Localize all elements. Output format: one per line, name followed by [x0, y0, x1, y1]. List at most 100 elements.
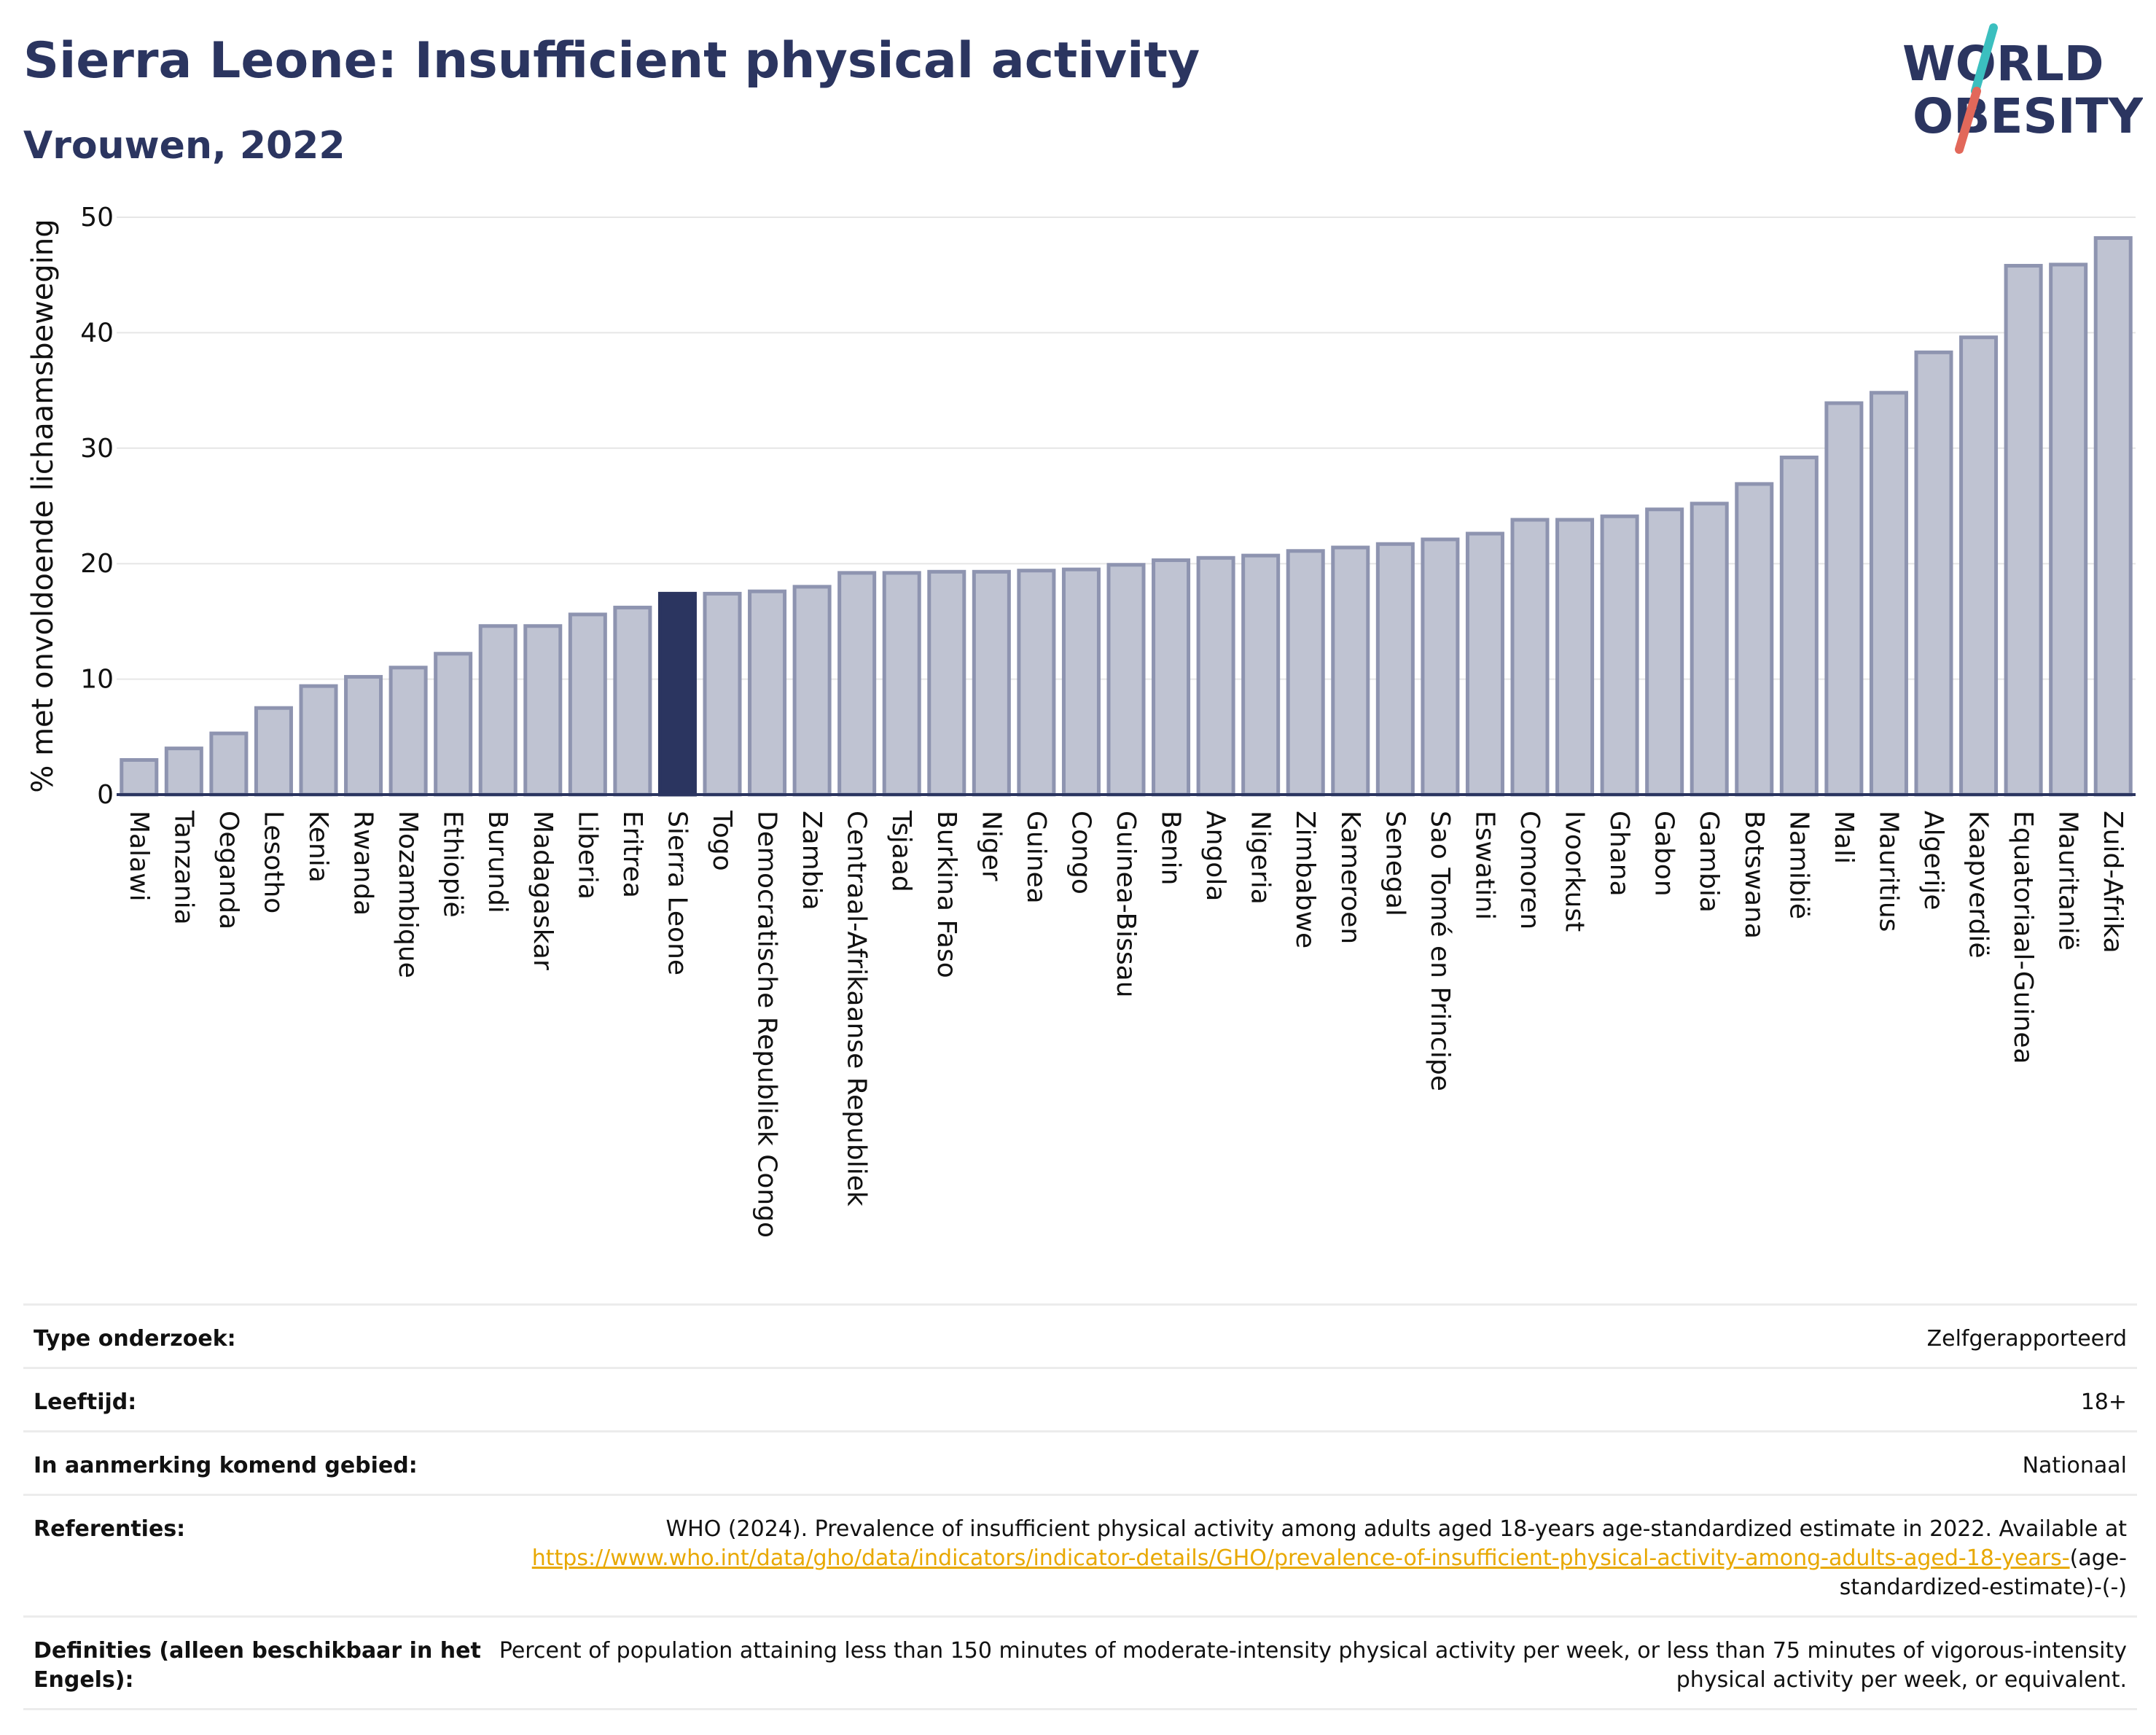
y-tick-label: 10: [80, 665, 114, 695]
bar-comoren: [1510, 518, 1550, 797]
x-tick-label: Liberia: [572, 811, 602, 900]
x-tick-label: Mali: [1829, 811, 1859, 864]
x-tick-label: Burkina Faso: [931, 811, 961, 978]
page-title: Sierra Leone: Insufficient physical acti…: [23, 32, 1200, 90]
info-row-age: Leeftijd: 18+: [23, 1367, 2137, 1430]
bar-zambia: [792, 585, 832, 797]
x-tick-labels: Malawi Tanzania Oeganda Lesotho Kenia Rwanda M…: [124, 810, 2128, 1238]
x-tick-label: Niger: [976, 811, 1006, 881]
bar-democratische-republiek-congo: [748, 589, 787, 797]
y-tick-label: 40: [80, 318, 114, 348]
bar-mozambique: [388, 666, 428, 797]
x-tick-label: Congo: [1066, 811, 1095, 894]
x-tick-label: Togo: [707, 810, 737, 871]
page-subtitle: Vrouwen, 2022: [23, 124, 345, 168]
x-tick-label: Kenia: [303, 811, 333, 883]
x-tick-label: Mauritanië: [2053, 811, 2083, 951]
bar-madagaskar: [523, 624, 563, 797]
x-tick-label: Nigeria: [1246, 811, 1276, 905]
bar-guinea: [1017, 569, 1056, 797]
logo-line-1: WORLD: [1902, 36, 2104, 92]
y-tick-labels: 0 10 20 30 40 50: [80, 203, 114, 810]
bar-nigeria: [1241, 553, 1281, 797]
logo-slash-red: [1955, 87, 1981, 154]
info-value: Percent of population attaining less tha…: [499, 1638, 2127, 1693]
bar-congo: [1061, 567, 1101, 797]
y-tick-label: 0: [97, 780, 114, 810]
info-row-references: Referenties: WHO (2024). Prevalence of i…: [23, 1494, 2137, 1615]
bar-liberia: [568, 612, 607, 797]
x-tick-label: Equatoriaal-Guinea: [2008, 811, 2038, 1064]
info-value: Zelfgerapporteerd: [1926, 1326, 2127, 1352]
info-label: Referenties:: [34, 1516, 186, 1542]
x-tick-label: Eritrea: [617, 811, 647, 898]
x-tick-label: Angola: [1200, 811, 1230, 901]
bar-equatoriaal-guinea: [2004, 264, 2043, 797]
x-tick-label: Mozambique: [393, 811, 423, 978]
info-row-survey-type: Type onderzoek: Zelfgerapporteerd: [23, 1303, 2137, 1367]
bar-gambia: [1690, 502, 1729, 797]
bar-zimbabwe: [1286, 549, 1325, 797]
y-tick-label: 30: [80, 434, 114, 464]
x-tick-label: Oeganda: [214, 811, 243, 929]
bar-guinea-bissau: [1106, 563, 1146, 797]
bar-lesotho: [254, 706, 293, 797]
bar-gabon: [1645, 507, 1684, 797]
bar-senegal: [1375, 542, 1415, 797]
x-tick-label: Benin: [1156, 811, 1186, 885]
bar-mali: [1824, 401, 1864, 797]
bar-burkina-faso: [927, 569, 966, 797]
info-label: In aanmerking komend gebied:: [34, 1453, 418, 1478]
bar-rwanda: [344, 674, 383, 797]
info-row-area: In aanmerking komend gebied: Nationaal: [23, 1430, 2137, 1494]
world-obesity-logo: WORLD OBESITY: [1902, 23, 2143, 154]
info-value: Nationaal: [2022, 1453, 2127, 1478]
bar-togo: [703, 591, 742, 797]
x-tick-label: Centraal-Afrikaanse Republiek: [842, 811, 872, 1206]
x-tick-label: Gambia: [1694, 811, 1724, 913]
x-tick-label: Botswana: [1739, 811, 1769, 939]
bar-eritrea: [613, 605, 652, 797]
bar-eswatini: [1465, 531, 1504, 797]
bar-tsjaad: [882, 571, 921, 797]
bar-ivoorkust: [1555, 518, 1595, 797]
bar-centraal-afrikaanse-republiek: [837, 571, 877, 797]
x-tick-label: Namibië: [1784, 811, 1813, 919]
y-tick-label: 20: [80, 549, 114, 579]
bar-ghana: [1600, 514, 1639, 797]
bar-oeganda: [209, 731, 249, 797]
x-tick-label: Zambia: [797, 811, 827, 911]
x-tick-label: Madagaskar: [528, 811, 558, 970]
info-table: Type onderzoek: Zelfgerapporteerd Leefti…: [23, 1303, 2137, 1710]
x-tick-label: Algerije: [1918, 811, 1948, 911]
x-tick-label: Ethiopië: [438, 811, 468, 918]
y-axis-title: % met onvoldoende lichaamsbeweging: [26, 219, 60, 792]
reference-suffix: (age-standardized-estimate)-(-): [1839, 1545, 2127, 1600]
bar-angola: [1196, 555, 1235, 797]
x-tick-label: Tanzania: [168, 810, 198, 925]
x-tick-label: Eswatini: [1469, 811, 1499, 920]
logo-slash-teal: [1971, 23, 1998, 95]
bar-chart: 0 10 20 30 40 50 Malawi Tanzania Oeganda Lesotho…: [26, 203, 2136, 1238]
bar-botswana: [1735, 482, 1774, 797]
y-tick-label: 50: [80, 203, 114, 233]
x-tick-label: Mauritius: [1873, 811, 1903, 932]
bar-mauritani-: [2049, 262, 2088, 797]
x-tick-label: Zimbabwe: [1290, 811, 1320, 948]
x-tick-label: Democratische Republiek Congo: [752, 811, 782, 1238]
x-tick-label: Burundi: [483, 811, 512, 913]
bar-benin: [1152, 558, 1191, 797]
logo-line-2: OBESITY: [1913, 88, 2143, 144]
x-tick-label: Guinea-Bissau: [1111, 811, 1141, 998]
bar-burundi: [478, 624, 517, 797]
x-tick-label: Kameroen: [1335, 811, 1365, 944]
info-label: Definities (alleen beschikbaar in het En…: [34, 1638, 481, 1693]
bar-algerije: [1914, 350, 1953, 797]
bar-ethiopi-: [434, 652, 473, 797]
bar-sao-tom-en-principe: [1421, 537, 1460, 797]
x-tick-label: Ghana: [1604, 811, 1634, 897]
bar-kaapverdi-: [1959, 335, 1999, 797]
x-tick-label: Rwanda: [348, 811, 378, 916]
reference-link[interactable]: https://www.who.int/data/gho/data/indica…: [531, 1545, 2070, 1571]
info-value: WHO (2024). Prevalence of insufficient p…: [485, 1515, 2127, 1602]
